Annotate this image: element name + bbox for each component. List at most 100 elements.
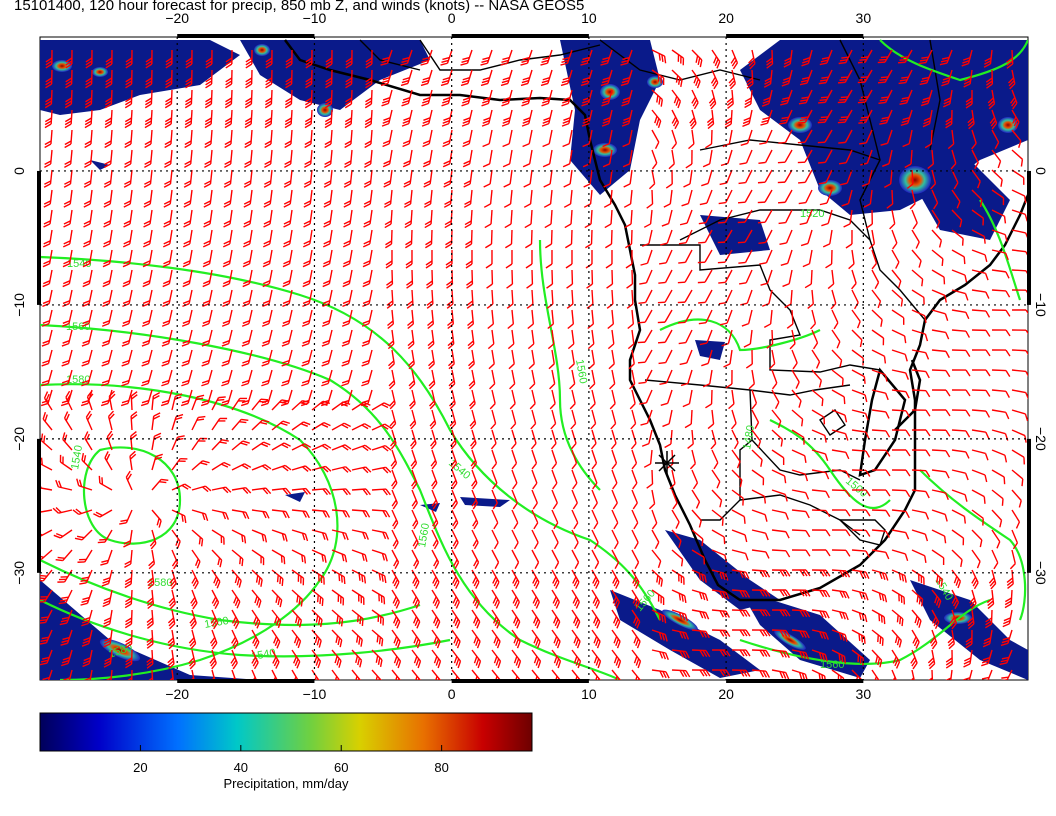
wind-barb [483, 169, 493, 188]
wind-barb [743, 329, 753, 348]
wind-barb [931, 569, 944, 587]
wind-barb [780, 249, 793, 267]
wind-barb [819, 189, 833, 206]
wind-barb [231, 529, 247, 544]
wind-barb [951, 469, 969, 481]
wind-barb [991, 469, 1006, 485]
wind-barb [364, 149, 373, 168]
wind-barb [321, 309, 333, 327]
wind-barb [371, 569, 387, 584]
wind-barb [871, 329, 885, 346]
wind-barb [400, 49, 413, 66]
wind-barb [431, 669, 442, 680]
wind-barb [910, 649, 918, 670]
wind-barb [103, 649, 113, 668]
wind-barb [107, 410, 115, 431]
wind-barb [80, 589, 93, 606]
wind-barb [371, 466, 392, 474]
wind-barb [167, 669, 175, 680]
wind-barb [102, 249, 113, 268]
wind-barb [243, 209, 253, 228]
wind-barb [121, 329, 133, 347]
wind-barb [185, 69, 193, 89]
wind-barb [351, 401, 371, 411]
wind-barb [657, 309, 673, 324]
wind-barb [440, 49, 453, 66]
wind-barb [991, 489, 1004, 506]
wind-barb [184, 109, 193, 129]
wind-barb [462, 129, 473, 148]
wind-barb [891, 229, 898, 250]
wind-barb [777, 149, 793, 164]
wind-barb [760, 109, 773, 126]
wind-barb [85, 49, 93, 69]
wind-barb [125, 69, 133, 89]
wind-barb [146, 629, 154, 649]
wind-barb [719, 309, 733, 326]
wind-barb [838, 149, 853, 165]
wind-barb [425, 229, 433, 249]
wind-barb [691, 669, 711, 677]
x-tick-label-bottom: 10 [581, 686, 597, 702]
wind-barb [502, 149, 513, 168]
wind-barb [471, 509, 479, 530]
wind-barb [281, 349, 293, 367]
wind-barb [391, 589, 400, 609]
wind-barb [62, 229, 73, 248]
wind-barb [241, 329, 253, 347]
wind-barb [542, 129, 553, 148]
wind-barb [651, 49, 667, 64]
wind-barb [124, 149, 133, 168]
wind-barb [831, 469, 851, 478]
wind-barb [587, 329, 595, 350]
wind-barb [82, 289, 93, 308]
wind-barb [531, 489, 538, 510]
axis-bar-left [37, 438, 41, 573]
wind-barb [341, 349, 353, 367]
wind-barb [771, 489, 788, 502]
wind-barb [723, 349, 733, 368]
wind-barb [731, 429, 739, 450]
wind-barb [97, 529, 113, 544]
wind-barb [761, 89, 773, 107]
wind-barb [408, 349, 415, 370]
wind-barb [244, 89, 253, 109]
wind-barb [950, 149, 957, 170]
wind-barb [162, 289, 173, 308]
wind-barb [429, 409, 437, 430]
wind-barb [487, 329, 495, 350]
wind-barb [204, 89, 213, 109]
wind-barb [746, 69, 754, 89]
wind-barb [911, 349, 930, 360]
wind-barb [351, 488, 371, 496]
wind-barb [797, 149, 813, 164]
wind-barb [931, 549, 945, 566]
wind-barb [271, 487, 292, 495]
wind-barb [663, 189, 673, 208]
wind-barb [526, 289, 534, 309]
wind-barb [831, 429, 849, 441]
wind-barb [730, 409, 737, 430]
wind-barb [62, 269, 73, 288]
wind-barb [506, 289, 514, 309]
wind-barb [511, 609, 521, 629]
wind-barb [731, 509, 746, 524]
wind-barb [911, 589, 924, 607]
wind-barb [528, 349, 535, 370]
wind-barb [547, 309, 555, 330]
wind-barb [82, 229, 93, 248]
wind-barb [971, 389, 991, 397]
wind-barb [283, 169, 293, 188]
wind-barb [305, 49, 313, 69]
wind-barb [471, 549, 480, 570]
wind-barb [625, 249, 633, 269]
wind-barb [251, 487, 272, 495]
wind-barb [151, 453, 163, 471]
wind-barb [918, 49, 933, 65]
wind-barb [583, 189, 593, 208]
wind-barb [891, 469, 911, 477]
wind-barb [243, 169, 253, 188]
wind-barb [610, 409, 617, 430]
wind-barb [521, 89, 533, 107]
wind-barb [682, 389, 693, 408]
